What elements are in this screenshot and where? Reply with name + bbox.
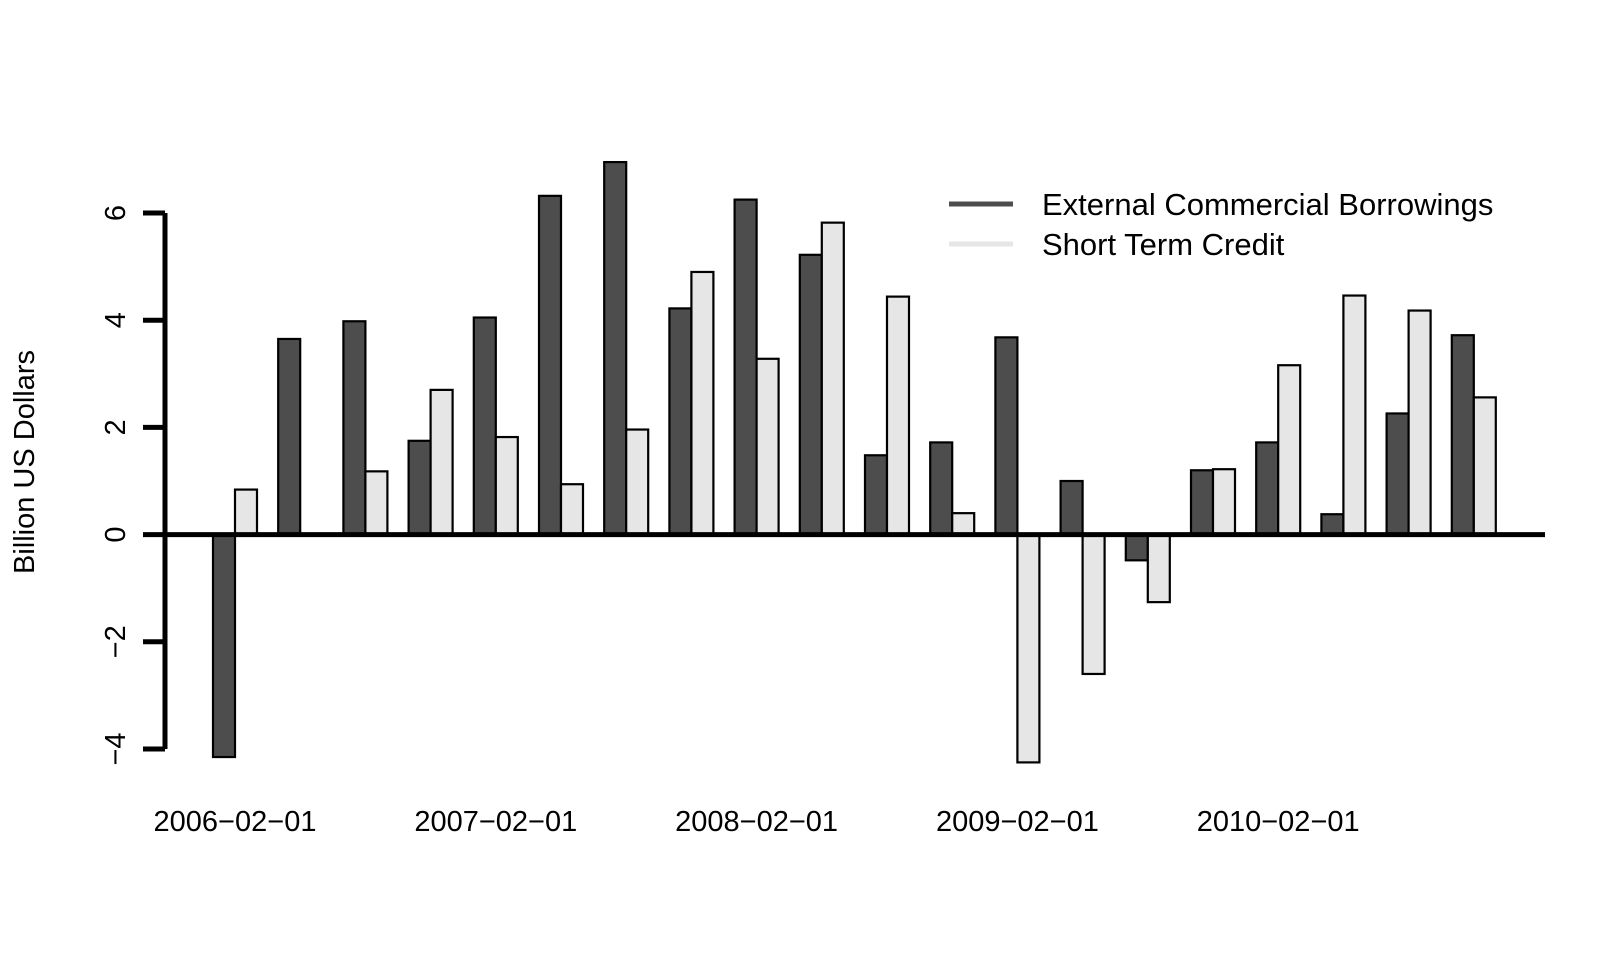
y-tick-label: −2	[100, 625, 132, 658]
y-axis-label: Billion US Dollars	[9, 350, 41, 574]
y-tick-label: 6	[100, 205, 132, 221]
bar-ecb-2010-08-01	[1385, 412, 1410, 536]
bar-ecb-2010-05-01	[1320, 513, 1345, 536]
x-tick-label: 2007−02−01	[414, 806, 577, 838]
bar-ecb-2006-11-01	[407, 439, 432, 536]
bar-ecb-2008-02-01	[733, 198, 758, 536]
bar-stc-2008-02-01	[755, 357, 780, 536]
x-axis: 2006−02−01 2007−02−01 2008−02−01 2009−02−01…	[154, 806, 1360, 838]
bar-stc-2009-08-01	[1146, 533, 1171, 604]
x-tick-label: 2010−02−01	[1197, 806, 1360, 838]
bar-ecb-2006-02-01	[211, 533, 237, 759]
x-tick-label: 2008−02−01	[675, 806, 838, 838]
bar-stc-2007-08-01	[625, 428, 650, 536]
y-tick-label: 4	[100, 312, 132, 328]
bar-stc-2009-05-01	[1081, 533, 1106, 676]
y-tick-label: 0	[100, 527, 132, 543]
bar-ecb-2008-08-01	[863, 454, 889, 536]
bar-ecb-2007-08-01	[603, 160, 628, 536]
bar-ecb-2009-11-01	[1189, 469, 1215, 536]
bar-ecb-2007-02-01	[472, 316, 497, 536]
bar-ecb-2006-08-01	[342, 320, 367, 536]
bar-ecb-2009-02-01	[994, 336, 1019, 536]
bar-stc-2008-08-01	[885, 295, 911, 536]
bar-ecb-2009-08-01	[1124, 533, 1149, 562]
legend-label-stc: Short Term Credit	[1042, 227, 1285, 262]
bar-stc-2006-02-01	[233, 488, 259, 536]
bar-ecb-2010-02-01	[1255, 441, 1280, 536]
y-tick-label: −4	[100, 732, 132, 765]
legend: External Commercial Borrowings Short Term…	[949, 187, 1493, 262]
bar-stc-2007-05-01	[559, 483, 585, 536]
bar-ecb-2006-05-01	[277, 337, 302, 536]
bar-ecb-2007-11-01	[668, 307, 693, 536]
legend-label-ecb: External Commercial Borrowings	[1042, 187, 1493, 222]
bar-stc-2010-11-01	[1472, 396, 1497, 536]
bar-stc-2006-08-01	[364, 470, 389, 536]
bar-stc-2010-08-01	[1407, 309, 1432, 536]
y-axis: −4 −2 0 2 4 6	[100, 205, 168, 766]
bar-ecb-2009-05-01	[1059, 479, 1084, 536]
bar-stc-2009-11-01	[1211, 468, 1237, 536]
bar-stc-2010-05-01	[1342, 294, 1367, 536]
bar-ecb-2007-05-01	[537, 194, 563, 536]
bar-ecb-2008-05-01	[798, 253, 823, 536]
bar-stc-2008-05-01	[820, 221, 845, 536]
bar-stc-2007-02-01	[494, 435, 519, 536]
bars-layer	[211, 160, 1497, 764]
bar-stc-2008-11-01	[951, 512, 976, 536]
x-tick-label: 2009−02−01	[936, 806, 1099, 838]
bar-stc-2007-11-01	[690, 270, 715, 536]
bar-stc-2009-02-01	[1016, 533, 1041, 764]
x-tick-label: 2006−02−01	[154, 806, 317, 838]
y-tick-label: 2	[100, 419, 132, 435]
bar-stc-2010-02-01	[1277, 364, 1302, 536]
bar-stc-2006-11-01	[429, 388, 454, 536]
bar-ecb-2008-11-01	[929, 441, 954, 536]
bar-ecb-2010-11-01	[1450, 334, 1475, 536]
